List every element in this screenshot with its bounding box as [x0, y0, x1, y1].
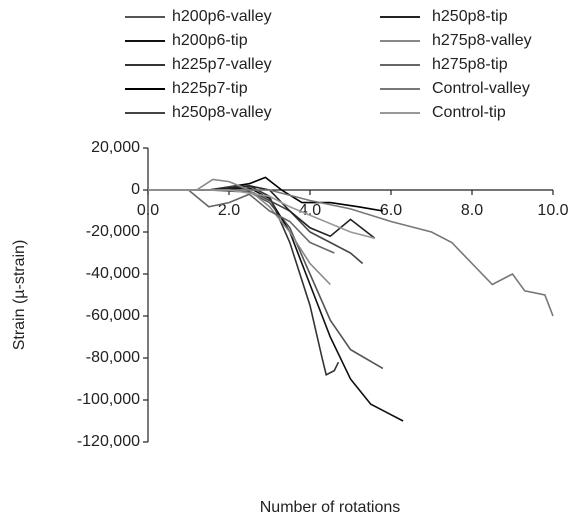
legend-label: h250p8-tip: [432, 8, 508, 25]
y-tick-label: -60,000: [86, 307, 140, 324]
x-tick-label: 6.0: [380, 202, 402, 219]
legend-label: h275p8-valley: [432, 32, 532, 49]
x-tick-label: 8.0: [461, 202, 483, 219]
x-tick-label: 4.0: [299, 202, 321, 219]
y-tick-label: -20,000: [86, 223, 140, 240]
y-tick-label: 20,000: [91, 139, 140, 156]
legend-label: Control-valley: [432, 80, 530, 97]
series-line: [148, 189, 376, 240]
legend-label: h275p8-tip: [432, 56, 508, 73]
legend-label: h225p7-tip: [172, 80, 248, 97]
x-axis-label: Number of rotations: [260, 499, 401, 516]
legend-label: h200p6-tip: [172, 32, 248, 49]
legend-label: h250p8-valley: [172, 104, 272, 121]
x-tick-label: 0.0: [137, 202, 159, 219]
series-line: [148, 189, 384, 370]
series-line: [148, 184, 376, 239]
series-line: [148, 189, 554, 317]
y-tick-label: -100,000: [77, 391, 140, 408]
y-axis-label: Strain (µ-strain): [11, 240, 28, 351]
x-tick-label: 2.0: [218, 202, 240, 219]
series-line: [148, 187, 404, 422]
series-line: [148, 189, 335, 254]
y-tick-label: 0: [131, 181, 140, 198]
x-tick-label: 10.0: [537, 202, 568, 219]
y-tick-label: -40,000: [86, 265, 140, 282]
y-tick-label: -80,000: [86, 349, 140, 366]
legend-label: h225p7-valley: [172, 56, 272, 73]
legend-label: Control-tip: [432, 104, 506, 121]
legend-label: h200p6-valley: [172, 8, 272, 25]
y-tick-label: -120,000: [77, 433, 140, 450]
series-line: [148, 178, 331, 286]
